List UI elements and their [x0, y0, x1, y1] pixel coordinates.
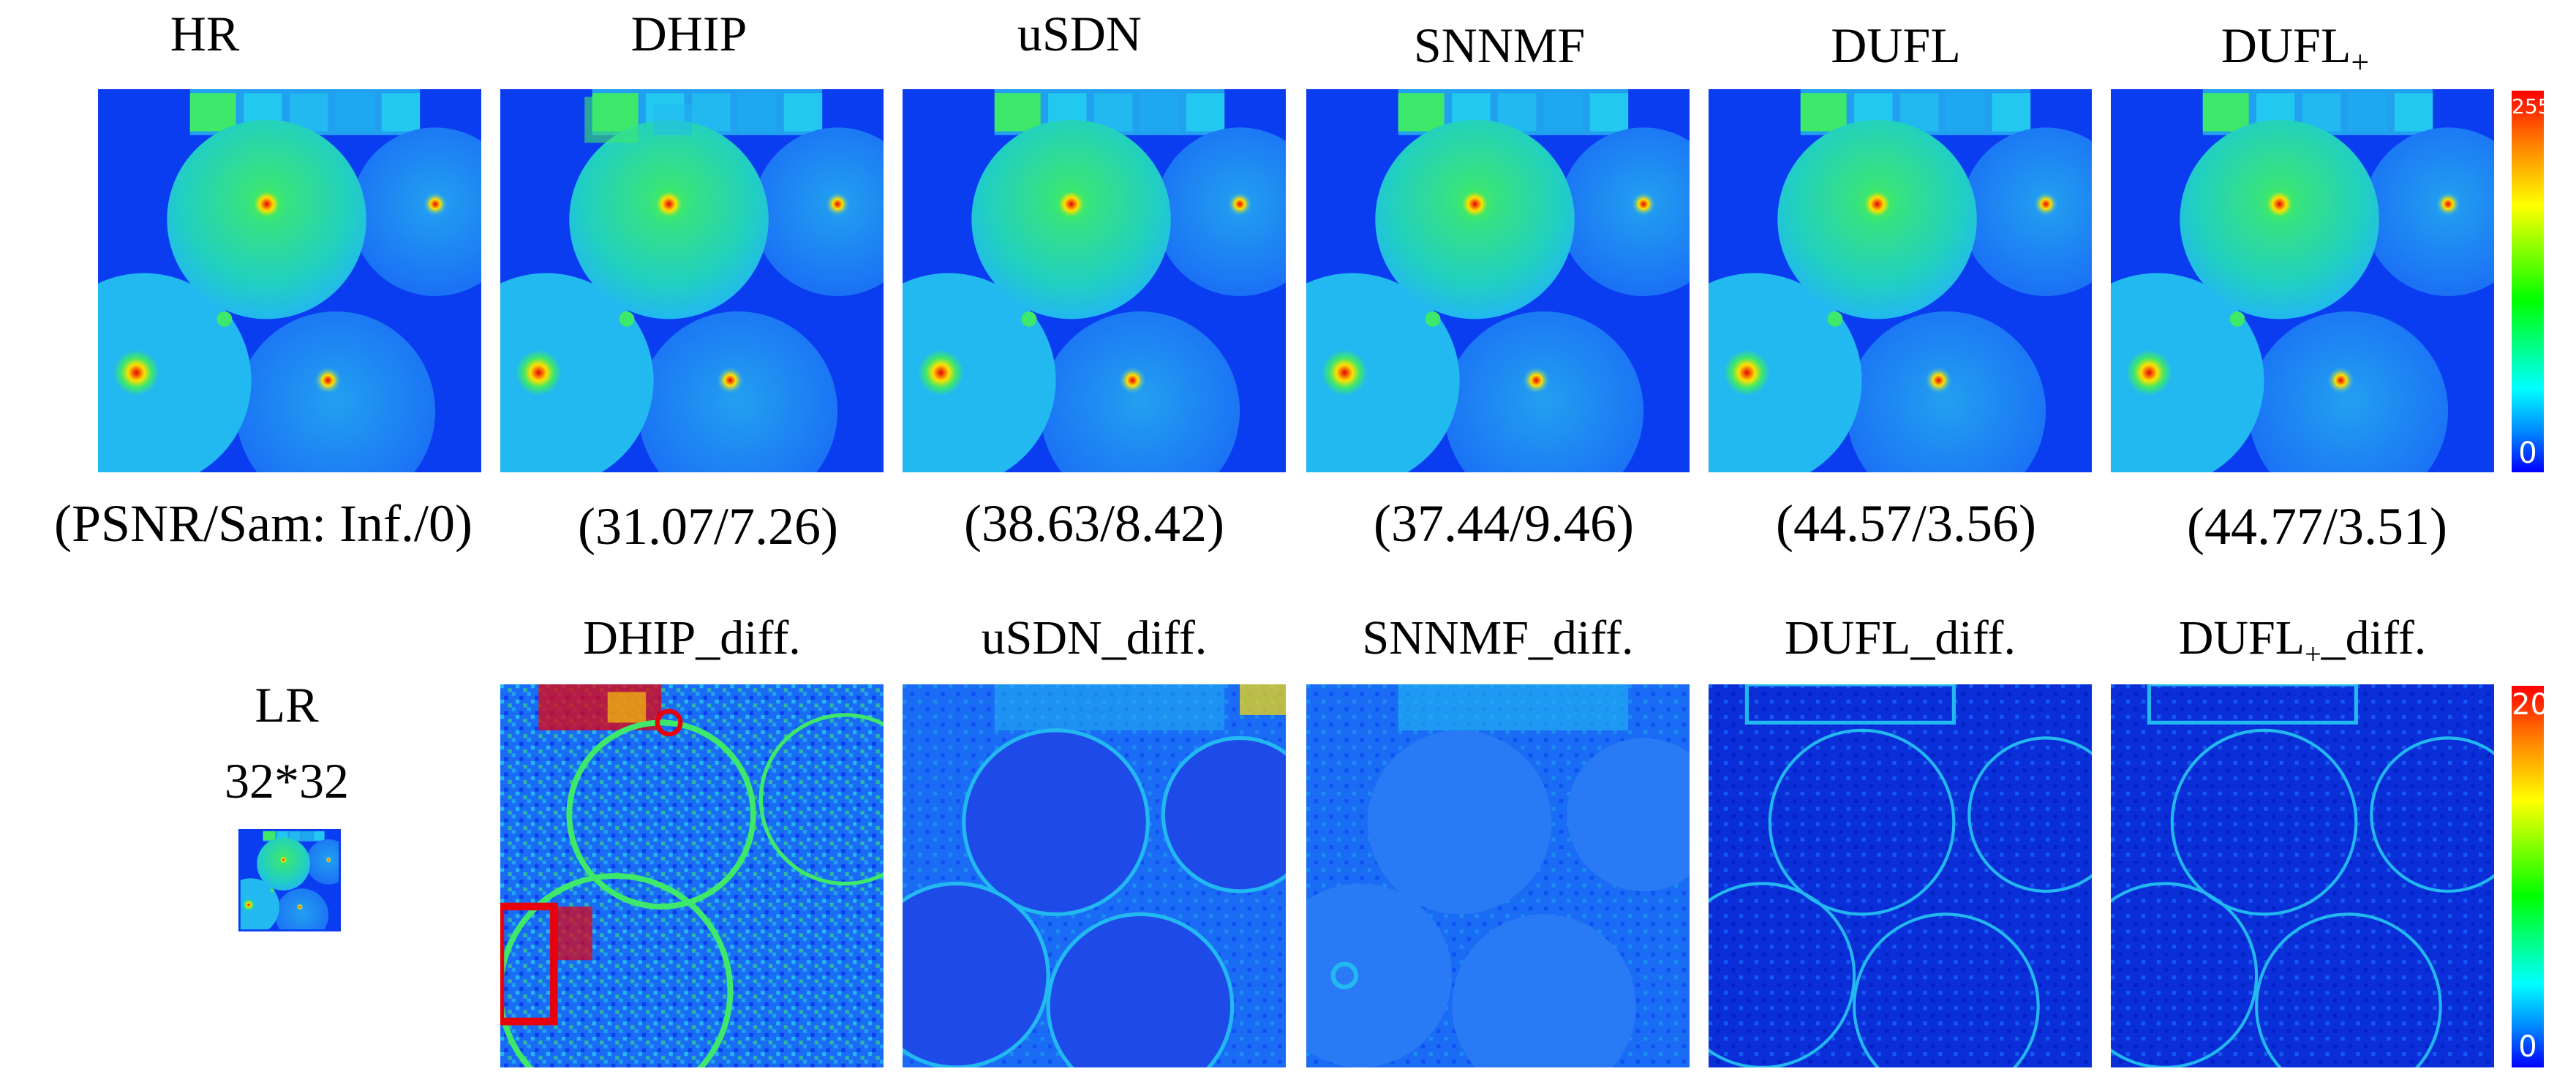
- title-dufl-plus-subscript: +: [2351, 44, 2370, 80]
- title-dufl-plus-text: DUFL: [2221, 18, 2351, 73]
- colorbar-bottom-max: 20: [2512, 688, 2549, 722]
- metric-dufl: (44.57/3.56): [1776, 494, 2036, 553]
- panel-dufl-plus-diff: [2111, 684, 2494, 1067]
- panel-dufl: [1709, 89, 2092, 472]
- colorbar-top: [2512, 91, 2544, 472]
- title-dufl-plus: DUFL+: [2171, 20, 2419, 79]
- metric-snnmf: (37.44/9.46): [1374, 494, 1634, 553]
- hr-image: [98, 89, 481, 472]
- panel-dhip: [500, 89, 884, 472]
- dufl-plus-diff-image: [2111, 684, 2494, 1067]
- dhip-diff-image: [500, 684, 884, 1067]
- title-dufl: DUFL: [1831, 18, 1961, 73]
- panel-dhip-diff: [500, 684, 884, 1067]
- title-hr: HR: [170, 6, 240, 61]
- lr-image: [238, 829, 341, 931]
- title-snnmf-diff: SNNMF_diff.: [1362, 611, 1634, 665]
- title-dufl-diff: DUFL_diff.: [1785, 611, 2016, 665]
- title-dufl-plus-diff: DUFL+_diff.: [2127, 614, 2478, 669]
- colorbar-bottom: [2512, 686, 2544, 1067]
- colorbar-top-min: 0: [2518, 436, 2537, 470]
- panel-usdn-diff: [903, 684, 1286, 1067]
- panel-dufl-diff: [1709, 684, 2092, 1067]
- title-dhip: DHIP: [630, 6, 747, 61]
- panel-hr: [98, 89, 481, 472]
- usdn-image: [903, 89, 1286, 472]
- panel-dufl-plus: [2111, 89, 2494, 472]
- metric-dhip: (31.07/7.26): [578, 497, 838, 556]
- title-usdn-diff: uSDN_diff.: [981, 611, 1208, 665]
- title-dufl-plus-diff-prefix: DUFL: [2178, 611, 2305, 665]
- metric-usdn: (38.63/8.42): [964, 494, 1224, 553]
- title-dufl-plus-diff-subscript: +: [2305, 638, 2321, 671]
- colorbar-bottom-min: 0: [2518, 1030, 2537, 1064]
- panel-usdn: [903, 89, 1286, 472]
- panel-lr: [238, 829, 341, 931]
- dufl-image: [1709, 89, 2092, 472]
- metric-dufl-plus: (44.77/3.51): [2187, 497, 2447, 556]
- snnmf-image: [1306, 89, 1690, 472]
- title-snnmf: SNNMF: [1413, 18, 1586, 73]
- lr-title: LR: [255, 677, 319, 733]
- title-dhip-diff: DHIP_diff.: [583, 611, 801, 665]
- title-dufl-plus-diff-suffix: _diff.: [2321, 611, 2427, 665]
- dufl-diff-image: [1709, 684, 2092, 1067]
- snnmf-diff-image: [1306, 684, 1690, 1067]
- panel-snnmf-diff: [1306, 684, 1690, 1067]
- panel-snnmf: [1306, 89, 1690, 472]
- colorbar-top-max: 255: [2512, 94, 2551, 118]
- dhip-image: [500, 89, 884, 472]
- usdn-diff-image: [903, 684, 1286, 1067]
- dufl-plus-image: [2111, 89, 2494, 472]
- title-usdn: uSDN: [1017, 6, 1142, 61]
- lr-size: 32*32: [225, 753, 349, 809]
- metric-hr: (PSNR/Sam: Inf./0): [53, 494, 473, 553]
